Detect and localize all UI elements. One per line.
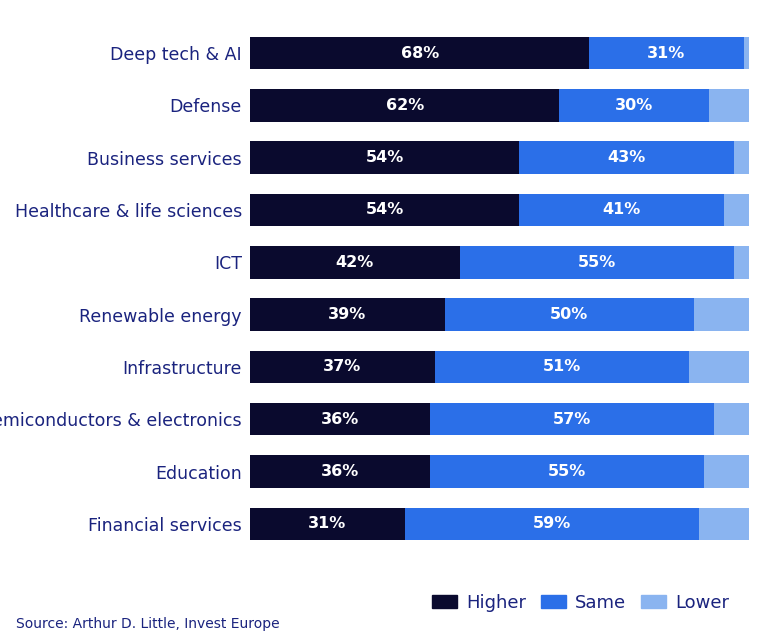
Text: 68%: 68% xyxy=(400,46,439,60)
Bar xyxy=(744,37,748,69)
Text: 31%: 31% xyxy=(308,517,346,531)
Bar xyxy=(694,299,748,331)
Text: 37%: 37% xyxy=(323,359,361,375)
Bar xyxy=(589,37,744,69)
Bar xyxy=(519,141,734,174)
Text: 36%: 36% xyxy=(321,411,359,427)
Text: 54%: 54% xyxy=(366,150,404,165)
Bar xyxy=(445,299,694,331)
Bar xyxy=(734,246,748,278)
Bar xyxy=(435,351,689,383)
Text: 30%: 30% xyxy=(615,98,653,113)
Bar xyxy=(250,141,519,174)
Text: 41%: 41% xyxy=(602,202,640,217)
Bar xyxy=(708,89,748,122)
Bar xyxy=(723,194,748,226)
Bar xyxy=(460,246,734,278)
Bar xyxy=(429,403,714,436)
Bar xyxy=(734,141,748,174)
Text: 62%: 62% xyxy=(386,98,424,113)
Bar xyxy=(559,89,708,122)
Bar xyxy=(250,299,445,331)
Bar xyxy=(519,194,723,226)
Text: 59%: 59% xyxy=(533,517,571,531)
Bar xyxy=(250,351,435,383)
Bar xyxy=(250,89,559,122)
Bar xyxy=(405,508,699,540)
Text: 42%: 42% xyxy=(335,255,374,270)
Text: Source: Arthur D. Little, Invest Europe: Source: Arthur D. Little, Invest Europe xyxy=(16,617,279,631)
Bar xyxy=(250,37,589,69)
Bar xyxy=(699,508,748,540)
Text: 57%: 57% xyxy=(553,411,590,427)
Bar xyxy=(250,246,460,278)
Bar xyxy=(429,455,704,488)
Text: 39%: 39% xyxy=(328,307,367,322)
Legend: Higher, Same, Lower: Higher, Same, Lower xyxy=(425,586,737,619)
Bar xyxy=(250,403,429,436)
Bar xyxy=(250,194,519,226)
Bar xyxy=(714,403,748,436)
Text: 50%: 50% xyxy=(550,307,588,322)
Text: 51%: 51% xyxy=(543,359,581,375)
Bar xyxy=(689,351,748,383)
Text: 31%: 31% xyxy=(647,46,686,60)
Text: 43%: 43% xyxy=(608,150,646,165)
Bar xyxy=(250,455,429,488)
Text: 54%: 54% xyxy=(366,202,404,217)
Bar xyxy=(704,455,748,488)
Text: 55%: 55% xyxy=(547,464,586,479)
Bar xyxy=(250,508,405,540)
Text: 36%: 36% xyxy=(321,464,359,479)
Text: 55%: 55% xyxy=(577,255,615,270)
